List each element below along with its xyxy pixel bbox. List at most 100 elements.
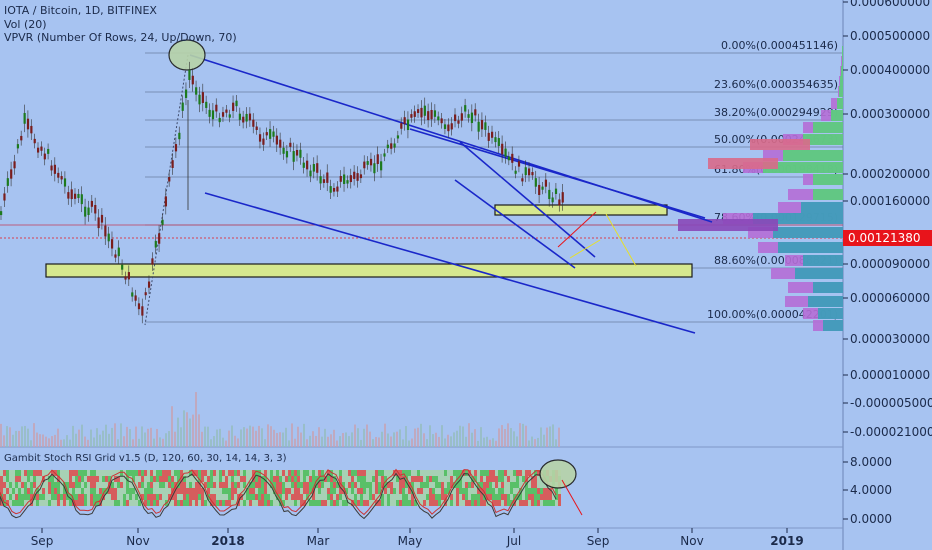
- candle-body: [36, 147, 40, 153]
- osc-grid-cell: [297, 494, 300, 500]
- osc-grid-cell: [363, 494, 366, 500]
- candle-body: [26, 118, 30, 130]
- osc-grid-cell: [288, 488, 291, 494]
- candles-group: [0, 61, 564, 324]
- osc-grid-cell: [510, 494, 513, 500]
- osc-grid-cell: [456, 494, 459, 500]
- osc-grid-cell: [45, 488, 48, 494]
- candle-body: [376, 154, 379, 165]
- osc-grid-cell: [369, 488, 372, 494]
- osc-grid-cell: [495, 494, 498, 500]
- osc-grid-cell: [402, 488, 405, 494]
- volume-bar: [0, 423, 2, 447]
- candle-body: [208, 109, 211, 117]
- osc-grid-cell: [555, 500, 558, 506]
- oscillator-title[interactable]: Gambit Stoch RSI Grid v1.5 (D, 120, 60, …: [4, 453, 287, 464]
- volume-bar: [312, 431, 314, 447]
- candle-body: [517, 161, 521, 167]
- osc-grid-cell: [474, 488, 477, 494]
- osc-grid-cell: [306, 470, 309, 476]
- osc-grid-cell: [474, 470, 477, 476]
- osc-grid-cell: [159, 494, 162, 500]
- osc-grid-cell: [363, 470, 366, 476]
- osc-tick-label: 8.0000: [850, 455, 892, 469]
- osc-grid-cell: [246, 500, 249, 506]
- current-price-tag: [843, 230, 932, 246]
- osc-grid-cell: [405, 488, 408, 494]
- osc-grid-cell: [438, 494, 441, 500]
- osc-grid-cell: [423, 470, 426, 476]
- candle-body: [423, 105, 426, 116]
- osc-grid-cell: [432, 470, 435, 476]
- osc-grid-cell: [192, 500, 195, 506]
- osc-grid-cell: [183, 500, 186, 506]
- osc-grid-cell: [57, 494, 60, 500]
- osc-grid-cell: [177, 476, 180, 482]
- osc-grid-cell: [417, 494, 420, 500]
- osc-grid-cell: [51, 476, 54, 482]
- candle-body: [151, 258, 154, 265]
- osc-grid-cell: [246, 476, 249, 482]
- osc-grid-cell: [24, 488, 27, 494]
- volume-bar: [393, 432, 395, 447]
- osc-grid-cell: [522, 488, 525, 494]
- volume-bar: [528, 440, 530, 447]
- volume-bar: [231, 425, 233, 447]
- candle-body: [191, 75, 194, 85]
- osc-grid-cell: [39, 476, 42, 482]
- candle-body: [521, 178, 524, 182]
- osc-grid-cell: [177, 500, 180, 506]
- osc-grid-cell: [0, 470, 3, 476]
- osc-grid-cell: [210, 500, 213, 506]
- candle-body: [262, 138, 265, 145]
- osc-grid-cell: [378, 482, 381, 488]
- volume-bar: [537, 437, 539, 447]
- osc-grid-cell: [462, 494, 465, 500]
- candle-body: [168, 177, 171, 182]
- osc-grid-cell: [447, 482, 450, 488]
- osc-grid-cell: [495, 482, 498, 488]
- price-tick-label: 0.000200000: [850, 167, 930, 181]
- osc-grid-cell: [399, 494, 402, 500]
- osc-grid-cell: [489, 488, 492, 494]
- volume-bar: [66, 435, 68, 447]
- osc-grid-cell: [324, 500, 327, 506]
- osc-grid-cell: [435, 494, 438, 500]
- volume-bar: [375, 436, 377, 447]
- osc-grid-cell: [495, 476, 498, 482]
- volume-bar: [153, 438, 155, 447]
- osc-grid-cell: [66, 470, 69, 476]
- osc-grid-cell: [249, 494, 252, 500]
- osc-grid-cell: [372, 488, 375, 494]
- volume-bar: [42, 434, 44, 447]
- osc-grid-cell: [441, 476, 444, 482]
- volume-bar: [288, 440, 290, 447]
- osc-grid-cell: [345, 488, 348, 494]
- time-tick-label: 2018: [211, 534, 244, 548]
- osc-grid-cell: [225, 470, 228, 476]
- osc-grid-cell: [153, 476, 156, 482]
- candle-body: [561, 192, 564, 203]
- osc-grid-cell: [42, 488, 45, 494]
- osc-grid-cell: [360, 476, 363, 482]
- candle-body: [316, 163, 319, 173]
- osc-grid-cell: [258, 470, 261, 476]
- volume-bar: [150, 427, 152, 447]
- osc-grid-cell: [189, 494, 192, 500]
- osc-grid-cell: [273, 500, 276, 506]
- volume-bar: [447, 434, 449, 447]
- volume-bar: [75, 433, 77, 447]
- osc-grid-cell: [147, 476, 150, 482]
- osc-grid-cell: [108, 476, 111, 482]
- osc-grid-cell: [291, 494, 294, 500]
- osc-grid-cell: [465, 494, 468, 500]
- candle-body: [164, 196, 167, 207]
- candle-body: [107, 233, 110, 242]
- osc-grid-cell: [252, 488, 255, 494]
- vpvr-indicator-label[interactable]: VPVR (Number Of Rows, 24, Up/Down, 70): [4, 31, 237, 44]
- vol-indicator-label[interactable]: Vol (20): [4, 18, 47, 31]
- volume-bar: [294, 438, 296, 447]
- osc-grid-cell: [252, 470, 255, 476]
- osc-grid-cell: [261, 482, 264, 488]
